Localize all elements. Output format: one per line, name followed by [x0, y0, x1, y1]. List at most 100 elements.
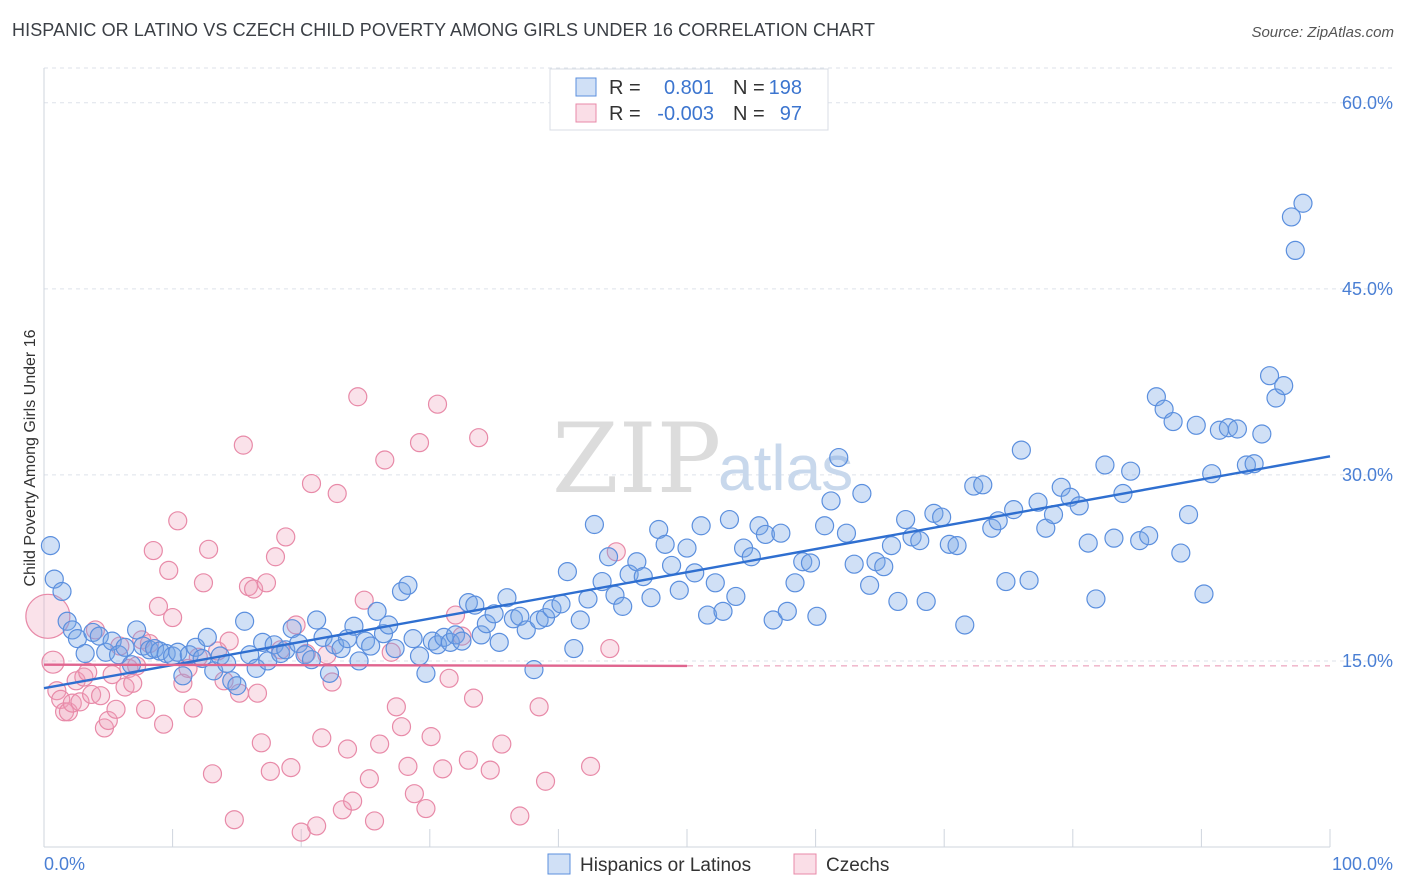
hispanics-point: [584, 514, 605, 535]
hispanics-point: [896, 509, 916, 530]
czechs-point: [135, 699, 156, 719]
czechs-point: [163, 607, 183, 628]
hispanics-point: [1252, 424, 1272, 444]
hispanics-point: [1259, 366, 1280, 386]
czechs-point: [62, 693, 82, 713]
czechs-point: [276, 527, 296, 547]
hispanics-point: [697, 605, 718, 625]
hispanics-point: [1078, 533, 1098, 553]
watermark-zip: ZIP: [552, 403, 721, 515]
hispanics-point: [719, 509, 740, 530]
hispanics-point: [881, 536, 902, 556]
hispanics-point: [40, 536, 61, 556]
hispanics-point: [227, 676, 247, 696]
hispanics-point: [1139, 526, 1159, 546]
hispanics-point: [982, 518, 1002, 538]
gridlines: [44, 67, 1393, 662]
czechs-point: [529, 697, 549, 717]
hispanics-point: [516, 620, 536, 640]
stats-r-value-1: 0.801: [664, 77, 714, 99]
hispanics-point: [578, 589, 598, 609]
czechs-point: [354, 590, 374, 610]
czechs-point: [312, 728, 332, 748]
czechs-point: [404, 784, 424, 804]
hispanics-point: [613, 596, 633, 616]
hispanics-point: [331, 638, 351, 659]
hispanics-point: [235, 611, 255, 631]
y-tick-label: 60.0%: [1342, 93, 1393, 113]
czechs-point: [159, 560, 179, 581]
hispanics-point: [691, 516, 711, 536]
czechs-point: [123, 673, 143, 693]
hispanics-point: [661, 555, 682, 576]
hispanics-point: [1019, 570, 1039, 590]
hispanics-point: [888, 591, 908, 612]
stats-r-label-2: R =: [609, 103, 641, 125]
czechs-point: [286, 615, 306, 635]
czechs-point: [439, 668, 459, 688]
hispanics-point: [173, 666, 193, 686]
legend-swatch-czechs: [793, 853, 817, 875]
hispanics-point: [197, 627, 217, 647]
stats-n-value-1: 198: [769, 77, 802, 99]
hispanics-points: [40, 193, 1313, 696]
czechs-point: [106, 699, 126, 719]
y-tick-label: 30.0%: [1342, 465, 1393, 485]
hispanics-point: [476, 614, 496, 634]
czechs-point: [600, 638, 620, 659]
hispanics-point: [713, 601, 733, 621]
czechs-point: [265, 547, 286, 567]
hispanics-point: [409, 646, 430, 666]
hispanics-point: [860, 575, 880, 595]
hispanics-point: [939, 534, 959, 554]
hispanics-point: [551, 594, 571, 614]
hispanics-point: [763, 610, 783, 630]
legend-label-czechs: Czechs: [826, 855, 889, 876]
hispanics-point: [295, 645, 315, 665]
hispanics-point: [1285, 240, 1305, 261]
czechs-point: [327, 483, 347, 504]
trend-lines: [43, 455, 1331, 690]
hispanics-point: [777, 601, 797, 621]
hispanics-point: [1104, 528, 1124, 548]
czechs-point: [193, 573, 214, 593]
hispanics-point: [385, 638, 405, 659]
hispanics-point: [471, 625, 491, 645]
hispanics-point: [1171, 543, 1191, 563]
y-tick-label: 15.0%: [1342, 651, 1393, 671]
czechs-point: [90, 686, 111, 706]
czechs-point: [219, 631, 239, 651]
hispanics-point: [844, 554, 864, 574]
hispanics-point: [1194, 584, 1214, 604]
czechs-point: [364, 811, 385, 831]
hispanics-point: [771, 523, 791, 543]
czechs-point: [143, 540, 163, 561]
czechs-point: [409, 433, 430, 453]
hispanics-point: [1186, 415, 1206, 435]
hispanics-point: [947, 536, 967, 556]
czechs-point: [247, 683, 268, 703]
hispanics-point: [115, 637, 135, 657]
y-axis-label: Child Poverty Among Girls Under 16: [22, 329, 39, 586]
czechs-point: [343, 791, 363, 811]
czechs-point: [238, 576, 259, 597]
stats-swatch-czechs: [575, 103, 597, 123]
hispanics-point: [398, 575, 418, 595]
chart-title: HISPANIC OR LATINO VS CZECH CHILD POVERT…: [12, 20, 876, 40]
czechs-point: [580, 756, 601, 776]
hispanics-point: [815, 516, 835, 536]
hispanics-point: [126, 620, 147, 640]
hispanics-point: [1130, 531, 1150, 551]
hispanics-point: [168, 642, 188, 662]
czechs-point: [153, 714, 174, 734]
hispanics-point: [452, 631, 472, 651]
legend-label-hispanics: Hispanics or Latinos: [580, 855, 751, 876]
hispanics-point: [1178, 504, 1199, 525]
hispanics-point: [800, 553, 821, 573]
legend-swatch-hispanics: [547, 853, 571, 875]
stats-box: R = 0.801 N = 198 R = -0.003 N = 97: [549, 68, 829, 131]
hispanics-point: [852, 483, 872, 504]
hispanics-point: [793, 552, 813, 572]
czechs-point: [296, 643, 316, 664]
